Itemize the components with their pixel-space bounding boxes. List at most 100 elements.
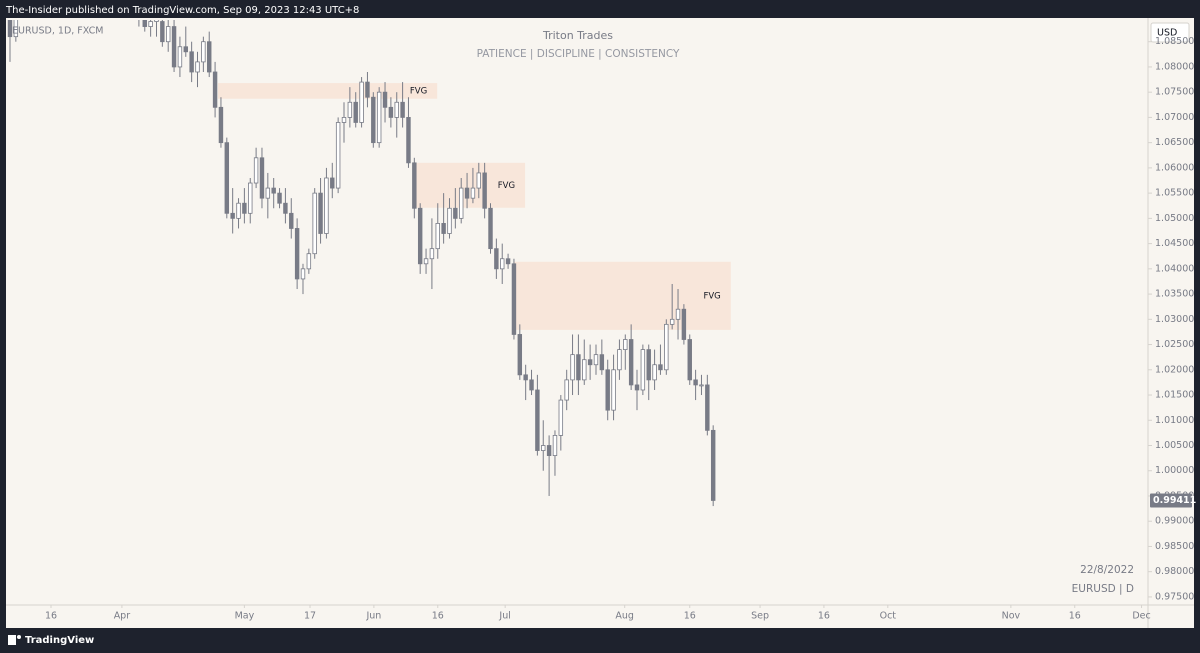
candle-body (324, 177, 329, 234)
brand-logo (8, 635, 21, 645)
y-tick-label: 1.05000 (1155, 213, 1194, 224)
candle-body (652, 364, 657, 381)
candle-body (341, 117, 347, 123)
candle-body (447, 207, 452, 234)
candle-body (593, 354, 599, 366)
brand: TradingView (25, 635, 94, 646)
candle-body (535, 389, 540, 451)
y-tick-label: 1.03000 (1155, 314, 1194, 325)
y-tick-label: 1.06000 (1155, 162, 1194, 173)
candle-body (523, 374, 528, 381)
candle-body (253, 157, 259, 184)
chart-subtitle: PATIENCE | DISCIPLINE | CONSISTENCY (477, 48, 680, 60)
x-tick-label: 16 (1069, 611, 1081, 622)
candle-body (376, 91, 382, 144)
candle-body (664, 323, 669, 371)
candle-body (605, 369, 610, 411)
candle-body (201, 41, 206, 63)
candle-body (458, 187, 464, 219)
candle-body (236, 202, 241, 219)
candle-body (623, 339, 628, 350)
y-tick-label: 1.00000 (1155, 465, 1194, 476)
candle-body (400, 101, 405, 118)
last-price-label: 0.99411 (1153, 495, 1196, 506)
y-tick-label: 0.98000 (1155, 566, 1194, 577)
candle-body (417, 207, 423, 265)
candle-body (681, 308, 687, 340)
candle-body (318, 192, 323, 234)
candle-body (500, 258, 505, 270)
candle-body (488, 207, 493, 250)
x-tick-label: Oct (880, 611, 897, 622)
candle-body (412, 162, 417, 209)
candle-body (658, 364, 663, 371)
y-tick-label: 1.08500 (1155, 36, 1194, 47)
candle-body (517, 334, 523, 376)
x-tick-label: Aug (615, 611, 634, 622)
symbol-stamp: EURUSD | D (1072, 583, 1134, 595)
candle-body (640, 349, 646, 391)
candle-body (212, 71, 218, 108)
candle-body (271, 187, 276, 194)
candle-body (541, 445, 546, 451)
candle-body (335, 122, 341, 189)
symbol-label: EURUSD, 1D, FXCM (12, 26, 103, 37)
candle-body (646, 349, 651, 381)
candle-body (388, 106, 394, 118)
candle-body (394, 101, 399, 118)
candle-body (634, 384, 640, 391)
candle-body (558, 399, 564, 436)
y-tick-label: 1.01500 (1155, 390, 1194, 401)
candle-body (476, 172, 482, 189)
y-tick-label: 1.04000 (1155, 263, 1194, 274)
y-tick-label: 1.01000 (1155, 415, 1194, 426)
candle-body (382, 91, 388, 108)
y-tick-label: 1.05500 (1155, 188, 1194, 199)
candle-body (529, 379, 534, 391)
x-tick-label: Dec (1132, 611, 1150, 622)
y-tick-label: 1.02500 (1155, 339, 1194, 350)
fvg-zone (413, 162, 526, 208)
currency-label[interactable]: USD (1157, 28, 1177, 39)
currency-box[interactable] (1150, 22, 1190, 43)
candle-body (675, 308, 681, 320)
candle-body (230, 212, 235, 219)
candle-body (160, 21, 165, 43)
y-tick-label: 0.99000 (1155, 516, 1194, 527)
candle-body (669, 318, 675, 325)
x-tick-label: 17 (304, 611, 316, 622)
candle-body (687, 339, 692, 381)
candle-body (353, 101, 358, 123)
candle-body (494, 248, 499, 270)
candle-body (435, 223, 440, 250)
candle-body (546, 445, 552, 456)
candle-body (511, 263, 517, 335)
candle-body (177, 46, 183, 68)
candle-body (359, 81, 364, 123)
candle-body (470, 187, 476, 199)
candle-body (312, 192, 317, 255)
fvg-label: FVG (498, 181, 515, 191)
y-tick-label: 0.97500 (1155, 591, 1194, 602)
x-tick-label: Sep (751, 611, 769, 622)
candle-body (705, 384, 710, 431)
candle-body (289, 212, 294, 229)
candle-body (154, 20, 159, 22)
candle-body (265, 187, 271, 199)
candle-body (406, 117, 411, 164)
candle-body (347, 101, 353, 118)
fvg-label: FVG (703, 291, 720, 301)
candle-body (294, 228, 300, 280)
candle-body (582, 359, 587, 381)
candle-body (693, 379, 698, 386)
candle-body (165, 26, 171, 43)
candle-body (710, 429, 716, 501)
y-tick-label: 1.07000 (1155, 112, 1194, 123)
fvg-zone (513, 261, 731, 330)
y-tick-label: 1.08000 (1155, 61, 1194, 72)
candle-body (699, 384, 704, 387)
candle-body (277, 192, 282, 204)
candle-body (13, 20, 19, 38)
y-tick-label: 1.02000 (1155, 364, 1194, 375)
candle-body (453, 207, 458, 219)
